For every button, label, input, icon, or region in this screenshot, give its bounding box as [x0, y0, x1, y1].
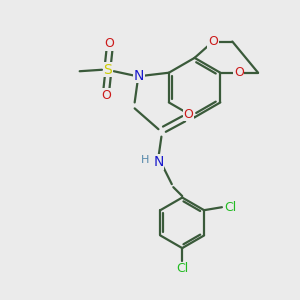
Text: N: N	[153, 155, 164, 169]
Text: O: O	[183, 108, 193, 121]
Text: O: O	[234, 66, 244, 79]
Text: H: H	[141, 155, 149, 165]
Text: O: O	[104, 38, 114, 50]
Text: S: S	[103, 63, 112, 77]
Text: Cl: Cl	[225, 201, 237, 214]
Text: N: N	[134, 69, 144, 83]
Text: Cl: Cl	[176, 262, 188, 275]
Text: O: O	[208, 35, 218, 48]
Text: O: O	[101, 89, 111, 102]
